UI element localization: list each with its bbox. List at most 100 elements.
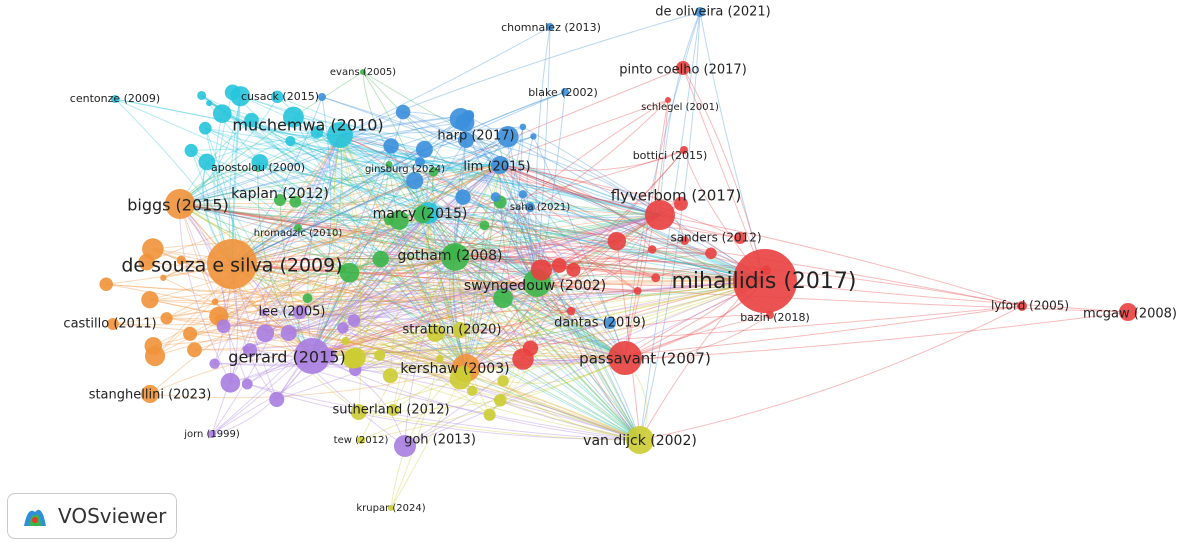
edge [460, 118, 641, 441]
edge [526, 136, 538, 284]
edge [427, 212, 617, 242]
edge [414, 178, 661, 216]
node-label: muchemwa (2010) [232, 116, 383, 135]
node [293, 305, 307, 319]
node [436, 354, 444, 363]
edge [232, 91, 766, 282]
edge [208, 102, 766, 282]
edge [307, 134, 343, 299]
edge [422, 213, 766, 282]
edge [146, 164, 501, 263]
edge [231, 240, 617, 268]
node-label: swyngedouw (2002) [464, 278, 606, 294]
edge [114, 98, 661, 216]
edge [149, 282, 538, 306]
edge [316, 131, 626, 359]
edge [354, 256, 456, 371]
edge [231, 118, 461, 265]
node [244, 112, 259, 128]
edge [339, 11, 701, 136]
edge [288, 214, 661, 334]
edge [360, 357, 626, 441]
node [446, 245, 462, 260]
edge [257, 167, 641, 441]
edge [179, 203, 456, 258]
edge [223, 280, 766, 327]
edge [339, 134, 467, 369]
edge [215, 282, 538, 303]
edge [179, 139, 467, 205]
edge [502, 380, 641, 441]
edge [465, 196, 497, 369]
node [383, 138, 399, 154]
edge [231, 263, 504, 299]
node-label: mihailidis (2017) [672, 269, 857, 294]
node-label: apostolou (2000) [211, 161, 305, 174]
edge [106, 282, 538, 294]
edge [231, 263, 560, 274]
node [497, 375, 509, 387]
node [426, 324, 445, 342]
edge [214, 357, 626, 368]
node [206, 100, 213, 107]
edge [231, 164, 501, 265]
edge [355, 280, 766, 371]
node [242, 345, 249, 353]
edge [277, 96, 766, 282]
edge [624, 99, 669, 359]
edge [106, 283, 467, 369]
edge [179, 111, 404, 205]
edge [245, 214, 661, 350]
edge [231, 118, 461, 265]
node-label: lim (2015) [463, 160, 530, 175]
edge [231, 135, 534, 265]
node [413, 205, 432, 224]
edge [231, 206, 531, 265]
edge [231, 91, 566, 265]
edge [293, 116, 467, 369]
edge [211, 212, 429, 435]
edge [231, 99, 669, 265]
edge [460, 280, 766, 380]
edge [297, 227, 766, 282]
edge [149, 367, 467, 399]
node [680, 236, 690, 245]
edge [191, 148, 501, 166]
node [216, 319, 231, 334]
node-label: ginsburg (2024) [365, 164, 445, 175]
edge [536, 26, 551, 284]
edge [222, 113, 538, 284]
edge [404, 280, 766, 447]
edge [222, 113, 341, 137]
edge [201, 95, 641, 441]
edge [427, 212, 491, 416]
edge [149, 280, 766, 303]
edge [439, 280, 766, 359]
edge [179, 203, 356, 359]
edge [499, 164, 626, 359]
node [111, 95, 119, 103]
edge [402, 111, 661, 216]
edge [454, 99, 669, 258]
edge [352, 357, 626, 369]
edge [257, 167, 313, 357]
logo[interactable]: VOSviewer [7, 493, 177, 539]
edge [190, 150, 641, 441]
edge [223, 214, 661, 327]
edge [499, 164, 766, 282]
edge [163, 164, 501, 279]
edge [339, 134, 467, 369]
logo-text: VOSviewer [58, 504, 167, 528]
edge [149, 299, 467, 369]
edge [231, 145, 392, 265]
edge [360, 164, 501, 441]
edge [290, 140, 766, 282]
edge [276, 212, 429, 400]
edge [362, 71, 429, 214]
edge [339, 134, 638, 292]
node-label: stanghellini (2023) [89, 388, 212, 403]
node [198, 121, 212, 135]
edge [341, 214, 661, 270]
edge [191, 150, 626, 359]
